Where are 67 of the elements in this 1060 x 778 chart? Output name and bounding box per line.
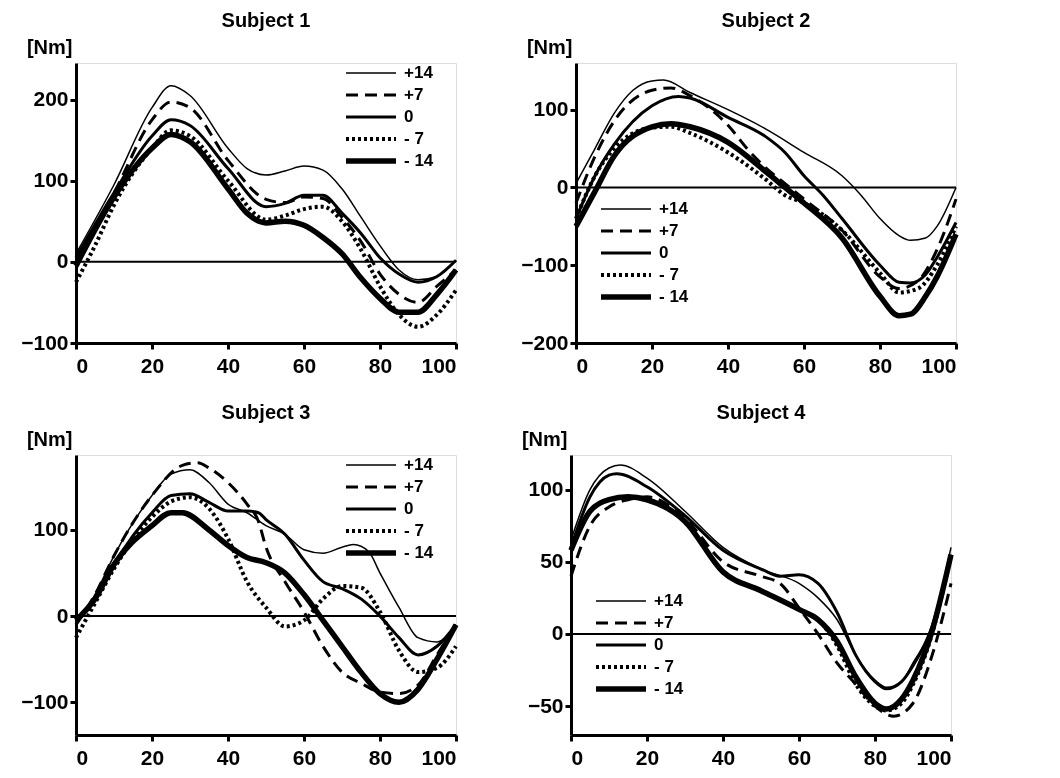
x-tick-label: 100 [921, 353, 957, 377]
x-tick-label: 60 [292, 745, 317, 769]
x-tick-label: 20 [640, 353, 665, 377]
x-tick-label: 40 [216, 353, 241, 377]
legend-label: +7 [404, 85, 424, 104]
y-tick-label: −100 [21, 330, 69, 354]
x-tick-label: 20 [140, 353, 165, 377]
y-tick-label: 50 [540, 549, 564, 573]
y-tick-label: 0 [56, 603, 69, 627]
y-axis-title: [Nm] [26, 427, 73, 450]
y-axis-title: [Nm] [521, 427, 568, 450]
legend-label: 0 [659, 243, 669, 262]
legend-label: - 14 [404, 543, 434, 562]
legend-label: - 7 [404, 129, 424, 148]
y-tick-label: 100 [533, 97, 569, 121]
legend-label: +14 [404, 63, 434, 82]
x-tick-label: 0 [571, 745, 584, 769]
x-tick-label: 100 [421, 745, 457, 769]
y-axis-title: [Nm] [526, 35, 573, 58]
legend-label: 0 [404, 107, 414, 126]
x-tick-label: 60 [792, 353, 817, 377]
x-tick-label: 20 [140, 745, 165, 769]
x-tick-label: 80 [368, 745, 393, 769]
chart-title: Subject 4 [716, 401, 807, 423]
legend-label: +14 [404, 455, 434, 474]
chart-title: Subject 1 [221, 9, 311, 31]
x-tick-label: 20 [635, 745, 660, 769]
x-tick-label: 40 [711, 745, 736, 769]
x-tick-label: 80 [863, 745, 888, 769]
legend-label: - 7 [654, 657, 674, 676]
y-tick-label: −200 [521, 330, 569, 354]
y-tick-label: −50 [527, 693, 564, 717]
legend-label: - 14 [654, 679, 684, 698]
legend-label: +7 [404, 477, 424, 496]
x-tick-label: 0 [76, 745, 89, 769]
x-tick-label: 60 [292, 353, 317, 377]
x-tick-label: 40 [216, 745, 241, 769]
legend-label: - 14 [404, 151, 434, 170]
legend-label: +14 [654, 591, 684, 610]
y-tick-label: 0 [56, 249, 69, 273]
x-tick-label: 40 [716, 353, 741, 377]
y-tick-label: 200 [33, 87, 69, 111]
chart-title: Subject 3 [221, 401, 311, 423]
y-tick-label: 100 [528, 477, 564, 501]
legend-label: +7 [654, 613, 674, 632]
x-tick-label: 60 [787, 745, 812, 769]
legend-label: +14 [659, 199, 689, 218]
y-tick-label: 100 [33, 168, 69, 192]
legend-label: - 7 [404, 521, 424, 540]
x-tick-label: 0 [76, 353, 89, 377]
legend-label: 0 [654, 635, 664, 654]
y-axis-title: [Nm] [26, 35, 73, 58]
y-tick-label: −100 [521, 252, 569, 276]
y-tick-label: −100 [21, 689, 69, 713]
x-tick-label: 100 [916, 745, 952, 769]
y-tick-label: 100 [33, 517, 69, 541]
legend-label: - 7 [659, 265, 679, 284]
x-tick-label: 80 [368, 353, 393, 377]
legend-label: - 14 [659, 287, 689, 306]
y-tick-label: 0 [556, 174, 569, 198]
legend-label: 0 [404, 499, 414, 518]
chart-title: Subject 2 [721, 9, 811, 31]
x-tick-label: 100 [421, 353, 457, 377]
y-tick-label: 0 [551, 621, 564, 645]
x-tick-label: 0 [576, 353, 589, 377]
x-tick-label: 80 [868, 353, 893, 377]
legend-label: +7 [659, 221, 679, 240]
